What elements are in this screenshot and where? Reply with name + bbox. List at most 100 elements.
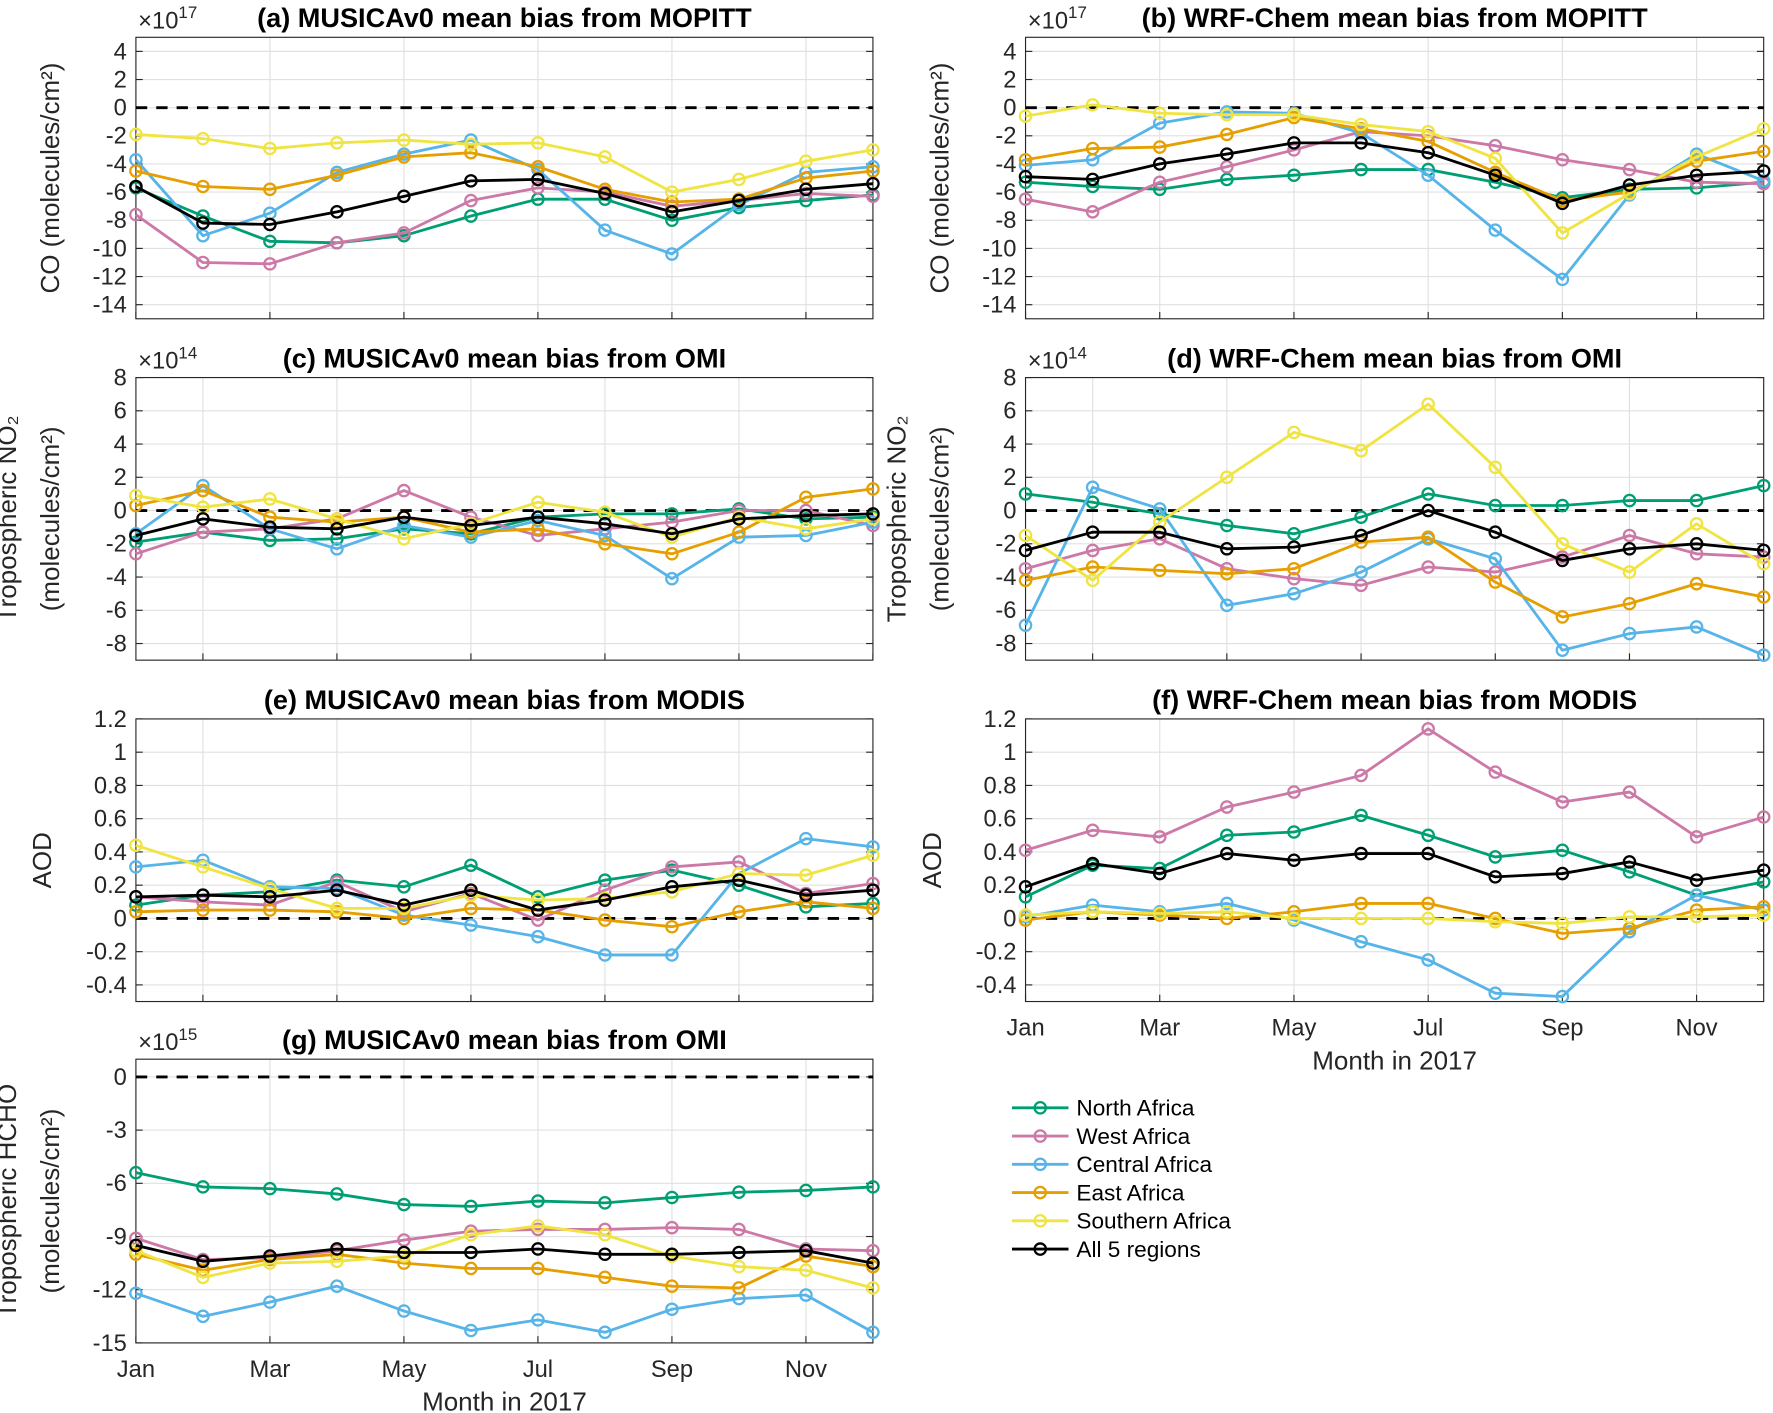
series-all-5-regions: [129, 1238, 880, 1270]
data-point: [1555, 272, 1570, 287]
data-point: [598, 186, 612, 201]
series-line: [135, 484, 874, 581]
data-point: [397, 1245, 411, 1260]
y-tick-label: 0.8: [984, 773, 1017, 799]
data-point: [1421, 530, 1435, 544]
data-point: [1152, 116, 1167, 130]
x-tick-label: Jul: [523, 1357, 553, 1383]
series-line: [135, 1284, 874, 1334]
legend-entry-west-africa: West Africa: [1011, 1124, 1191, 1149]
y-axis-label: (molecules/cm²): [35, 1109, 65, 1294]
data-point: [598, 893, 612, 907]
data-point: [1018, 843, 1033, 858]
series-west-africa: [129, 855, 880, 927]
data-point: [1488, 575, 1503, 589]
data-point: [1622, 865, 1637, 879]
data-point: [1018, 175, 1033, 190]
exponent-power: 17: [178, 3, 197, 22]
data-point: [665, 185, 679, 199]
data-point: [1152, 140, 1167, 154]
data-point: [665, 1190, 679, 1205]
series-southern-africa: [129, 1219, 880, 1295]
data-point: [799, 186, 813, 201]
data-point: [397, 1304, 411, 1318]
data-point: [1354, 768, 1368, 783]
panel-b: 42 0-2-4-6-8-10-12 -14 (b) WRF-Chem mean bi…: [925, 2, 1771, 320]
data-point: [129, 179, 143, 194]
data-point: [464, 145, 478, 160]
y-tick-label: 0.4: [94, 840, 127, 866]
data-point: [196, 255, 210, 270]
data-point: [1756, 590, 1771, 604]
data-point: [866, 507, 880, 521]
series-line: [135, 900, 874, 929]
data-point: [196, 483, 210, 498]
data-point: [129, 207, 143, 222]
data-point: [1689, 576, 1704, 591]
data-point: [1018, 169, 1033, 184]
panel-title: (e) MUSICAv0 mean bias from MODIS: [264, 684, 745, 715]
data-point: [1152, 175, 1167, 190]
series-southern-africa: [1018, 98, 1771, 240]
data-point: [598, 537, 612, 551]
data-point: [464, 133, 478, 147]
y-tick-label: -6: [995, 598, 1016, 624]
data-point: [464, 1323, 478, 1338]
data-point: [1152, 563, 1167, 578]
data-point: [1152, 866, 1167, 881]
series-east-africa: [129, 145, 880, 209]
legend-marker-icon: [1033, 1185, 1048, 1200]
data-point: [464, 918, 478, 932]
exponent-base: ×10: [138, 8, 178, 34]
data-point: [1488, 986, 1503, 1001]
data-point: [1220, 147, 1234, 161]
series-central-africa: [129, 1279, 880, 1340]
data-point: [1220, 566, 1234, 581]
data-point: [1421, 828, 1435, 843]
y-tick-label: 0.6: [94, 807, 127, 833]
data-point: [1220, 159, 1234, 174]
y-tick-label: 0.2: [94, 873, 127, 899]
legend-marker-icon: [1033, 1101, 1048, 1115]
data-point: [1287, 168, 1301, 183]
data-point: [330, 205, 344, 219]
data-point: [1488, 138, 1503, 153]
y-tick-label: 1: [114, 740, 127, 766]
y-tick-label: 2: [1003, 465, 1016, 491]
data-point: [1287, 561, 1301, 576]
series-line: [135, 512, 873, 537]
data-point: [1488, 565, 1503, 579]
data-point: [196, 131, 210, 146]
data-point: [665, 571, 679, 586]
data-point: [866, 482, 880, 496]
y-tick-label: 2: [114, 465, 127, 491]
data-point: [598, 1196, 612, 1210]
series-line: [135, 878, 874, 912]
data-point: [799, 888, 813, 902]
data-point: [665, 1302, 679, 1317]
data-point: [866, 876, 880, 891]
series-line: [1025, 110, 1765, 281]
data-point: [1622, 162, 1637, 177]
data-point: [1287, 825, 1301, 839]
data-point: [531, 495, 545, 510]
y-tick-label: 0: [114, 1065, 127, 1091]
data-point: [1220, 127, 1234, 142]
data-point: [1421, 560, 1435, 574]
series-line: [1025, 484, 1764, 536]
x-tick-label: Jul: [1413, 1015, 1443, 1041]
data-point: [598, 517, 612, 531]
series-line: [135, 151, 874, 204]
data-point: [598, 1270, 612, 1285]
y-tick-label: 0: [114, 498, 127, 524]
y-tick-label: 4: [114, 39, 127, 65]
data-point: [665, 860, 679, 874]
data-point: [732, 172, 746, 187]
data-point: [263, 217, 277, 232]
data-point: [1756, 899, 1771, 914]
data-point: [330, 1279, 344, 1293]
y-tick-label: -0.2: [976, 940, 1017, 966]
data-point: [397, 133, 411, 147]
legend-label: West Africa: [1076, 1124, 1190, 1149]
exponent-base: ×10: [138, 1030, 178, 1056]
